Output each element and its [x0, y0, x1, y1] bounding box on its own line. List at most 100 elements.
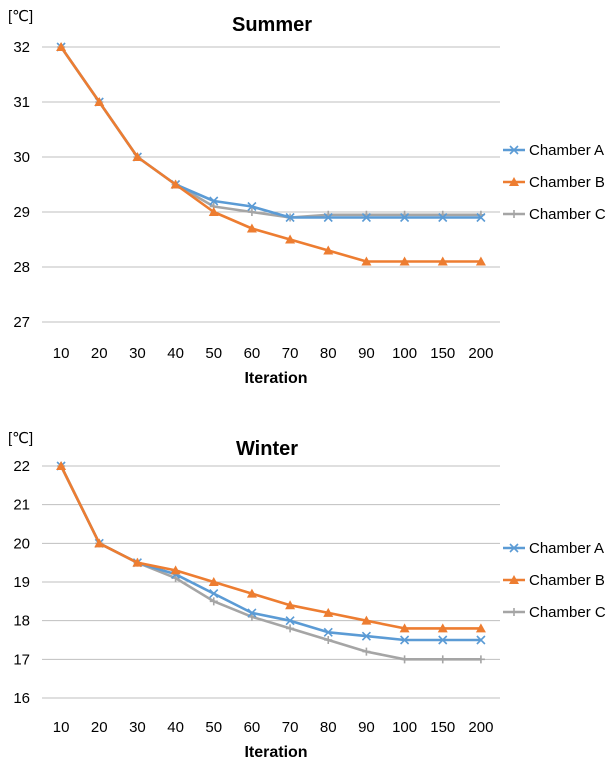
winter-chart: [℃] Winter 16 17 18 19 20 21 22 10 20 30 40 50 60 70 80 9… [8, 430, 606, 761]
winter-series-chamber-b-point [323, 607, 334, 617]
winter-y-tick-label: 17 [13, 651, 30, 668]
winter-series-chamber-b-point [132, 557, 143, 567]
summer-series-chamber-b-point [94, 97, 105, 106]
summer-x-tick-label: 200 [468, 345, 493, 362]
summer-series-chamber-a-point [209, 196, 219, 206]
summer-series-chamber-a-point [323, 212, 333, 223]
summer-series-chamber-a-point [247, 201, 257, 212]
winter-x-tick-label: 60 [244, 719, 261, 736]
winter-series-chamber-a-point [209, 589, 219, 599]
summer-x-tick-label: 10 [53, 345, 70, 362]
summer-series-chamber-b-point [132, 152, 143, 161]
winter-series-chamber-b-point [399, 623, 410, 633]
winter-legend-chamber-c-marker [510, 608, 518, 616]
summer-y-tick-label: 27 [13, 314, 30, 331]
summer-y-tick-label: 29 [13, 204, 30, 221]
winter-series-chamber-a-point [400, 635, 410, 645]
winter-series-chamber-c-point [476, 655, 485, 664]
summer-chart: [℃] Summer 27 28 29 30 31 32 10 20 30 40 50 60 70 80 90 1… [8, 8, 606, 387]
winter-legend-chamber-b-label: Chamber B [529, 572, 605, 589]
summer-legend-chamber-a: Chamber A [503, 142, 604, 159]
winter-x-tick-label: 50 [205, 719, 222, 736]
winter-series-chamber-a-line [59, 465, 481, 642]
summer-series-chamber-b [56, 42, 486, 266]
winter-series-chamber-a-point [285, 616, 295, 626]
winter-legend-chamber-b-marker [509, 575, 519, 584]
winter-x-tick-label: 20 [91, 719, 108, 736]
winter-series-chamber-c-point [286, 624, 295, 633]
winter-legend-chamber-a-label: Chamber A [529, 540, 604, 557]
summer-series-chamber-b-line [60, 46, 481, 263]
summer-chart-title: Summer [232, 14, 312, 36]
summer-x-tick-label: 30 [129, 345, 146, 362]
winter-series-chamber-a-point [247, 608, 257, 618]
summer-x-tick-label: 90 [358, 345, 375, 362]
winter-legend-chamber-c-label: Chamber C [529, 604, 606, 621]
winter-x-tick-label: 200 [468, 719, 493, 736]
summer-series-chamber-b-point [361, 256, 372, 266]
summer-x-tick-label: 150 [430, 345, 455, 362]
summer-series-chamber-b-point [437, 256, 448, 266]
winter-x-axis-label: Iteration [244, 744, 307, 761]
winter-x-tick-label: 70 [282, 719, 299, 736]
summer-legend-chamber-b: Chamber B [503, 174, 605, 191]
summer-x-tick-label: 40 [167, 345, 184, 362]
winter-y-tick-label: 20 [13, 535, 30, 552]
winter-series-chamber-a-point [476, 635, 486, 645]
winter-series-chamber-b-point [170, 565, 181, 575]
winter-series-chamber-b-point [208, 577, 219, 586]
summer-legend-chamber-c-marker [510, 210, 518, 218]
summer-x-axis-label: Iteration [244, 370, 307, 387]
winter-x-tick-label: 10 [53, 719, 70, 736]
winter-series-chamber-b-point [475, 623, 486, 633]
summer-y-tick-label: 31 [13, 94, 30, 111]
summer-series-chamber-b-point [475, 256, 486, 266]
winter-series-chamber-c [57, 462, 485, 664]
summer-unit-label: [℃] [8, 8, 33, 25]
winter-chart-title: Winter [236, 438, 298, 460]
winter-x-tick-label: 30 [129, 719, 146, 736]
winter-series-chamber-b-point [94, 538, 105, 548]
summer-y-tick-label: 32 [13, 39, 30, 56]
summer-legend-chamber-a-marker [509, 145, 519, 155]
summer-y-tick-label: 30 [13, 149, 30, 166]
winter-x-tick-label: 40 [167, 719, 184, 736]
summer-y-tick-label: 28 [13, 259, 30, 276]
winter-series-chamber-b-point [285, 600, 296, 610]
summer-legend-chamber-b-label: Chamber B [529, 174, 605, 191]
winter-series-chamber-a-point [323, 627, 333, 637]
winter-series-chamber-b [56, 461, 486, 633]
summer-series-chamber-b-point [246, 223, 257, 233]
winter-x-tick-label: 80 [320, 719, 337, 736]
winter-series-chamber-b-point [437, 623, 448, 633]
summer-series-chamber-c-point [247, 208, 256, 216]
winter-x-tick-label: 100 [392, 719, 417, 736]
winter-y-tick-label: 21 [13, 497, 30, 514]
winter-series-chamber-a-point [438, 635, 448, 645]
summer-series-chamber-a-point [400, 212, 410, 223]
summer-series-chamber-b-point [170, 179, 181, 189]
summer-series-chamber-b-point [399, 256, 410, 266]
summer-legend-chamber-a-label: Chamber A [529, 142, 604, 159]
winter-y-tick-label: 18 [13, 613, 30, 630]
summer-series-chamber-a-point [285, 212, 295, 223]
summer-series-chamber-a-point [438, 212, 448, 223]
winter-series-chamber-c-line [59, 465, 481, 661]
summer-x-tick-label: 50 [205, 345, 222, 362]
summer-series-chamber-b-point [323, 245, 334, 255]
winter-legend-chamber-c: Chamber C [503, 604, 606, 621]
summer-series-chamber-a-point [361, 212, 371, 223]
winter-y-tick-label: 19 [13, 574, 30, 591]
winter-x-tick-label: 150 [430, 719, 455, 736]
winter-series-chamber-c-point [438, 655, 447, 664]
winter-series-chamber-a [56, 461, 486, 645]
winter-series-chamber-b-point [361, 615, 372, 625]
winter-series-chamber-a-point [361, 631, 371, 641]
winter-series-chamber-b-line [59, 465, 481, 630]
summer-series-chamber-b-point [208, 207, 219, 216]
summer-x-tick-label: 70 [282, 345, 299, 362]
winter-legend-chamber-b: Chamber B [503, 572, 605, 589]
summer-series-chamber-a-line [60, 46, 481, 219]
summer-x-tick-label: 80 [320, 345, 337, 362]
